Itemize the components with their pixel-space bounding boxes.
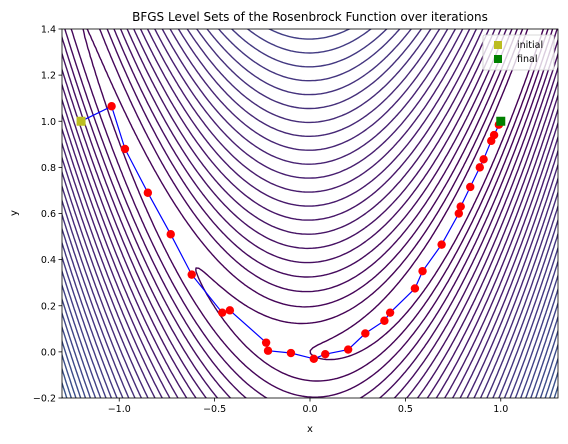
iteration-point-5 xyxy=(187,270,196,279)
y-tick-label: 1.4 xyxy=(41,25,56,36)
contour-level-24 xyxy=(62,297,558,398)
iteration-point-16 xyxy=(385,308,395,317)
contour-level-11 xyxy=(62,29,558,398)
contour-level-15 xyxy=(62,29,558,398)
contour-level-2 xyxy=(195,29,549,382)
initial-point-marker xyxy=(76,116,86,126)
iteration-point-8 xyxy=(261,338,271,347)
y-tick-label: 1.0 xyxy=(41,117,56,128)
iteration-point-20 xyxy=(454,209,463,218)
x-tick-label: −1.0 xyxy=(108,404,131,415)
iteration-point-1 xyxy=(107,102,116,111)
iteration-point-21 xyxy=(456,202,465,211)
contour-level-27 xyxy=(62,338,558,398)
y-axis-label: y xyxy=(9,210,20,216)
y-tick-label: 1.2 xyxy=(41,71,56,82)
iteration-point-2 xyxy=(120,144,130,154)
iteration-points xyxy=(76,102,506,363)
contour-level-3 xyxy=(82,29,554,398)
contour-level-16 xyxy=(62,29,558,398)
x-tick-label: 1.0 xyxy=(493,404,508,415)
iteration-point-3 xyxy=(143,188,153,197)
chart-title: BFGS Level Sets of the Rosenbrock Functi… xyxy=(132,10,488,24)
contour-lines xyxy=(62,29,558,398)
iteration-point-15 xyxy=(380,316,389,325)
contour-level-20 xyxy=(62,29,558,398)
contour-level-12 xyxy=(62,29,558,398)
iteration-point-7 xyxy=(225,306,235,315)
x-axis: −1.0 −0.5 0.0 0.5 1.0 xyxy=(108,398,508,415)
final-point-marker xyxy=(496,116,506,126)
legend: initial final xyxy=(482,34,555,71)
contour-level-7 xyxy=(62,29,558,398)
iteration-point-24 xyxy=(479,155,488,164)
contour-level-25 xyxy=(62,311,558,398)
contour-level-17 xyxy=(62,29,558,398)
y-tick-label: 0.0 xyxy=(41,347,56,358)
contour-level-8 xyxy=(62,29,558,398)
contour-level-19 xyxy=(62,29,558,398)
x-tick-label: −0.5 xyxy=(203,404,226,415)
iteration-point-9 xyxy=(263,346,273,355)
iteration-point-13 xyxy=(343,345,353,354)
contour-level-14 xyxy=(62,29,558,398)
x-axis-label: x xyxy=(307,424,313,435)
legend-initial-marker xyxy=(494,41,502,49)
iteration-point-18 xyxy=(418,266,427,276)
iteration-point-26 xyxy=(489,130,499,140)
iteration-point-19 xyxy=(437,240,446,249)
y-tick-label: 0.2 xyxy=(41,301,56,312)
iteration-point-17 xyxy=(410,284,420,293)
x-tick-label: 0.0 xyxy=(302,404,317,415)
contour-level-26 xyxy=(62,324,558,398)
contour-level-18 xyxy=(62,29,558,398)
contour-level-9 xyxy=(62,29,558,398)
iteration-point-12 xyxy=(321,349,330,359)
iteration-point-10 xyxy=(286,348,296,358)
contour-level-13 xyxy=(62,29,558,398)
y-tick-label: 0.4 xyxy=(41,255,56,266)
legend-initial-label: initial xyxy=(517,40,543,51)
y-axis: −0.2 0.0 0.2 0.4 0.6 0.8 1.0 1.2 1.4 xyxy=(33,25,62,405)
contour-level-30 xyxy=(62,380,558,398)
contour-level-29 xyxy=(62,366,558,398)
legend-final-marker xyxy=(494,55,502,63)
iteration-point-6 xyxy=(218,308,227,317)
contour-level-6 xyxy=(62,29,558,398)
iteration-point-4 xyxy=(166,230,175,239)
contour-level-28 xyxy=(62,352,558,398)
contour-level-22 xyxy=(62,29,558,398)
plot-area xyxy=(62,29,558,398)
contour-level-21 xyxy=(62,29,558,398)
y-tick-label: 0.8 xyxy=(41,163,56,174)
y-tick-label: −0.2 xyxy=(33,394,56,405)
iteration-point-11 xyxy=(309,354,319,363)
x-tick-label: 0.5 xyxy=(398,404,413,415)
iteration-point-23 xyxy=(475,163,484,172)
legend-final-label: final xyxy=(517,54,537,65)
contour-level-10 xyxy=(62,29,558,398)
iteration-point-14 xyxy=(361,329,370,338)
iteration-point-22 xyxy=(466,182,475,192)
contour-level-23 xyxy=(62,282,558,398)
y-tick-label: 0.6 xyxy=(41,209,56,220)
